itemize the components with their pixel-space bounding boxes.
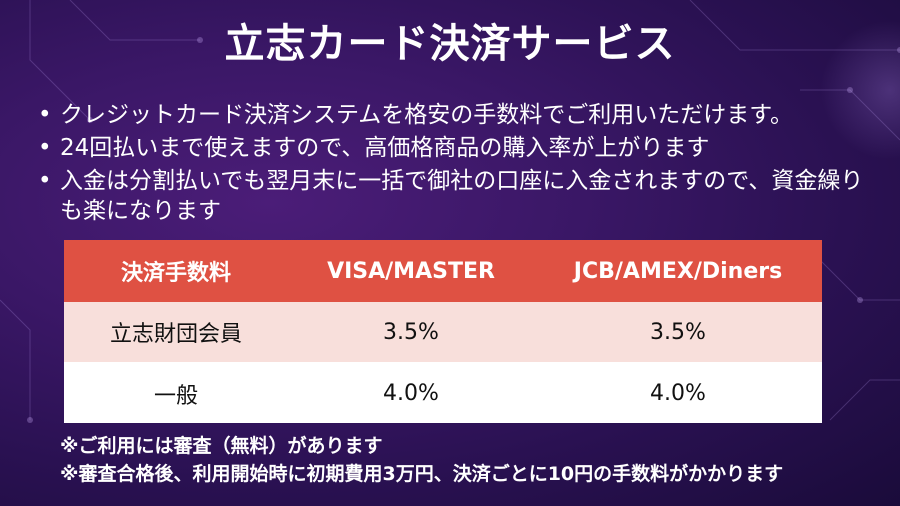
note-line: ※ご利用には審査（無料）があります bbox=[60, 435, 383, 457]
bullet-dot: • bbox=[38, 168, 52, 194]
bullet-list: • クレジットカード決済システムを格安の手数料でご利用いただけます。 • 24回… bbox=[36, 100, 886, 229]
table-cell: 3.5% bbox=[534, 302, 822, 364]
table-cell: 4.0% bbox=[534, 363, 822, 423]
table-header-cell: VISA/MASTER bbox=[288, 240, 534, 302]
circuit-line bbox=[689, 0, 900, 51]
table-header-row: 決済手数料 VISA/MASTER JCB/AMEX/Diners bbox=[64, 240, 822, 302]
notes: ※ご利用には審査（無料）があります ※審査合格後、利用開始時に初期費用3万円、決… bbox=[60, 432, 890, 488]
circuit-line bbox=[819, 259, 900, 301]
circuit-line bbox=[29, 0, 91, 121]
bullet-dot: • bbox=[38, 102, 52, 128]
circuit-line bbox=[829, 379, 900, 421]
circuit-line bbox=[0, 299, 31, 420]
table-cell: 立志財団会員 bbox=[64, 302, 288, 364]
circuit-line bbox=[69, 0, 200, 41]
bullet-text: 入金は分割払いでも翌月末に一括で御社の口座に入金されますので、資金繰りも楽になり… bbox=[60, 168, 864, 224]
bullet-item: • 24回払いまで使えますので、高価格商品の購入率が上がります bbox=[36, 133, 886, 163]
table-header-cell: JCB/AMEX/Diners bbox=[534, 240, 822, 302]
bullet-item: • 入金は分割払いでも翌月末に一括で御社の口座に入金されますので、資金繰りも楽に… bbox=[36, 166, 886, 226]
bullet-item: • クレジットカード決済システムを格安の手数料でご利用いただけます。 bbox=[36, 100, 886, 130]
bullet-text: 24回払いまで使えますので、高価格商品の購入率が上がります bbox=[60, 135, 710, 161]
fee-table: 決済手数料 VISA/MASTER JCB/AMEX/Diners 立志財団会員… bbox=[64, 240, 822, 423]
table-cell: 4.0% bbox=[288, 363, 534, 423]
table-row: 一般 4.0% 4.0% bbox=[64, 363, 822, 423]
slide-title: 立志カード決済サービス bbox=[224, 21, 676, 67]
bullet-text: クレジットカード決済システムを格安の手数料でご利用いただけます。 bbox=[60, 102, 794, 128]
circuit-line bbox=[800, 89, 900, 141]
table-cell: 3.5% bbox=[288, 302, 534, 364]
table-row: 立志財団会員 3.5% 3.5% bbox=[64, 302, 822, 364]
bullet-dot: • bbox=[38, 135, 52, 161]
note-line: ※審査合格後、利用開始時に初期費用3万円、決済ごとに10円の手数料がかかります bbox=[60, 463, 784, 485]
table-cell: 一般 bbox=[64, 363, 288, 423]
table-header-cell: 決済手数料 bbox=[64, 240, 288, 302]
